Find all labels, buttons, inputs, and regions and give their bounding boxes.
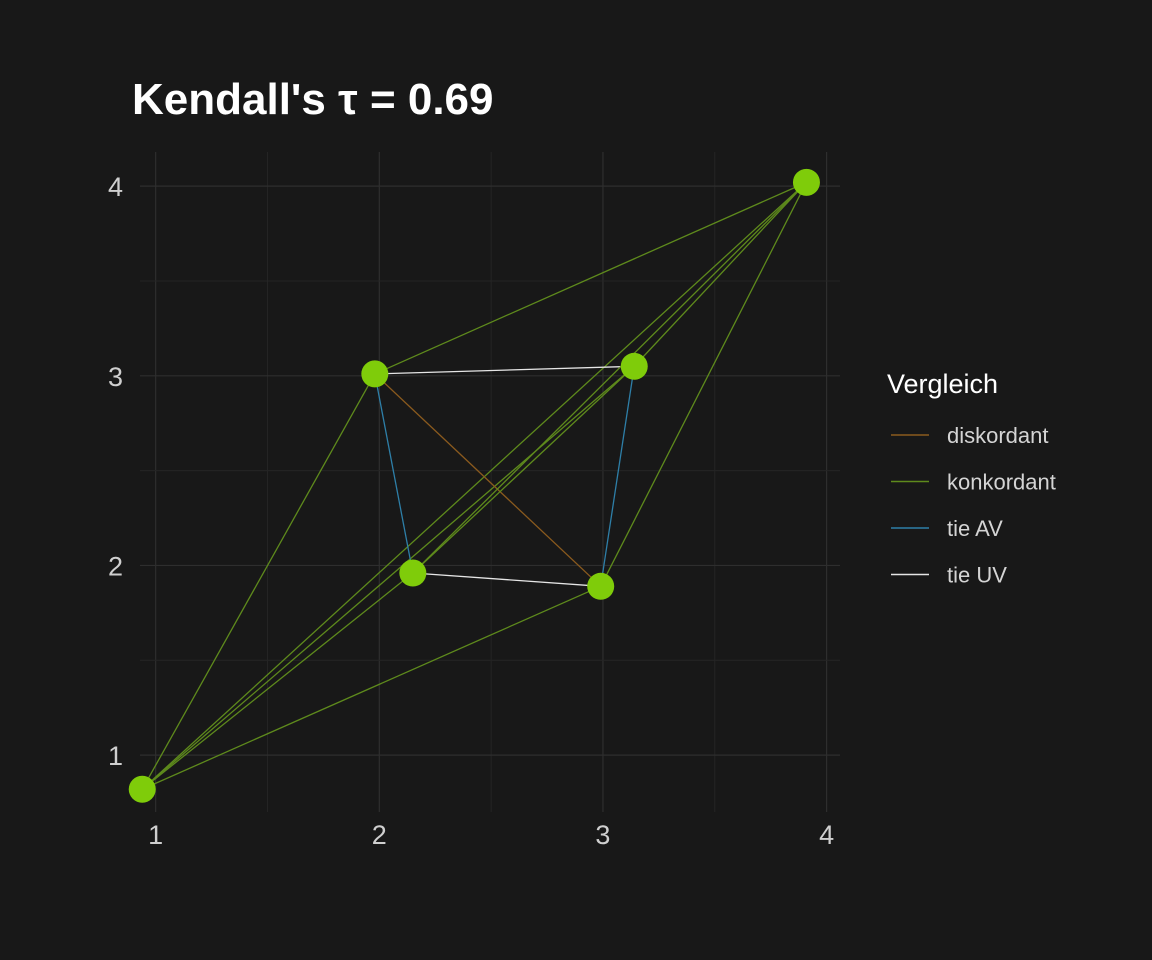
legend-entry: tie UV [891,563,1007,588]
data-point [128,775,156,803]
legend: Vergleich diskordant konkordant tie AV tie … [887,369,1056,588]
data-point [361,360,389,388]
legend-label: diskordant [947,423,1049,448]
pair-lines [141,181,808,790]
x-tick-label: 2 [372,820,387,850]
pair-line-konkordant [141,181,807,790]
grid [140,152,840,812]
y-tick-label: 1 [108,741,123,771]
pair-line-konkordant [633,181,807,367]
pair-line-tie-av [600,366,635,587]
legend-entry: diskordant [891,423,1049,448]
pair-line-konkordant [600,182,808,587]
data-points [128,168,820,803]
legend-entries: diskordant konkordant tie AV tie UV [891,423,1056,588]
pair-line-konkordant [141,572,414,790]
pair-line-konkordant [374,181,807,375]
legend-entry: tie AV [891,516,1003,541]
x-tick-label: 1 [148,820,163,850]
y-tick-label: 2 [108,551,123,581]
data-point [399,559,427,587]
legend-label: konkordant [947,470,1056,495]
pair-line-tie-uv [374,365,635,375]
legend-title: Vergleich [887,369,998,399]
pair-line-konkordant [141,365,635,790]
pair-line-konkordant [412,365,635,574]
data-point [620,352,648,380]
pair-line-konkordant [412,181,807,574]
pair-line-tie-av [374,373,414,574]
pair-line-konkordant [141,373,376,790]
legend-label: tie UV [947,563,1007,588]
y-tick-label: 4 [108,172,123,202]
legend-label: tie AV [947,516,1003,541]
legend-entry: konkordant [891,470,1056,495]
pair-line-diskordant [374,373,602,587]
pair-line-tie-uv [412,572,601,587]
chart-title: Kendall's τ = 0.69 [132,75,494,124]
x-tick-label: 3 [595,820,610,850]
y-tick-label: 3 [108,362,123,392]
data-point [587,572,615,600]
x-tick-label: 4 [819,820,834,850]
data-point [792,168,820,196]
tick-labels: 1 2 3 4 1 2 3 4 [108,172,834,850]
pair-line-konkordant [141,585,601,790]
